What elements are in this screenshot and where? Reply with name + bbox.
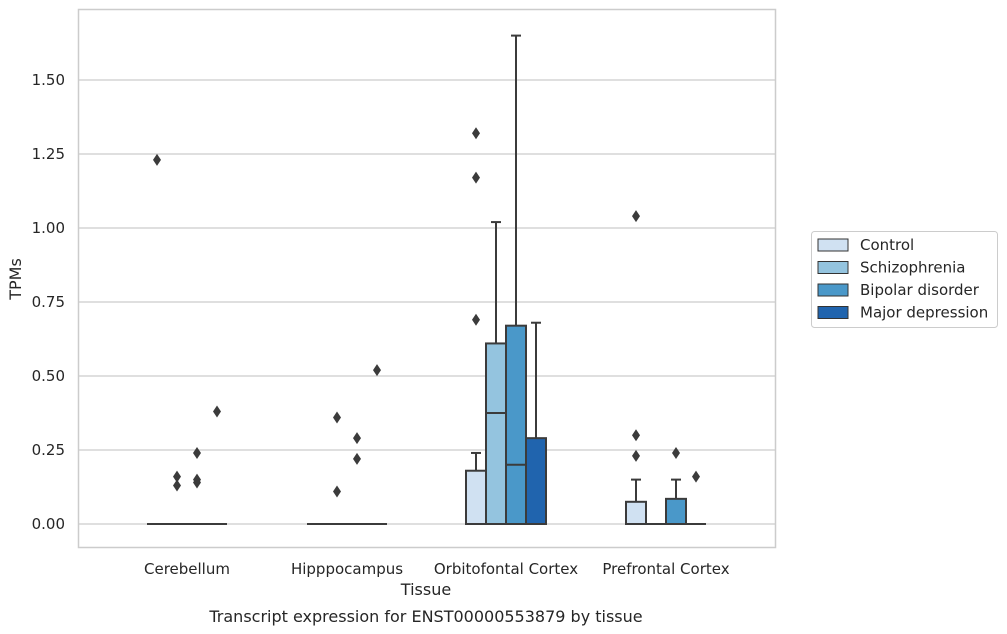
legend-label: Schizophrenia [860,259,965,277]
x-tick-label: Orbitofontal Cortex [434,560,578,578]
outlier-point [333,485,341,498]
legend-frame [811,231,998,328]
series-schizophrenia [167,221,666,525]
y-tick-label: 1.50 [32,71,65,89]
legend-swatch [817,306,849,319]
x-axis-title: Tissue [400,580,451,599]
legend-swatch [817,238,849,252]
outlier-point [692,470,700,483]
outlier-point [193,446,201,459]
outlier-point [632,429,640,442]
box-series-layer [147,34,706,525]
outlier-point [632,449,640,462]
outlier-point [173,470,181,483]
y-tick-label: 1.00 [32,219,65,237]
legend-label: Control [860,236,914,254]
box-2 [485,221,507,525]
box-1 [347,432,367,525]
grid-lines [78,79,775,525]
box-body [625,500,647,525]
outlier-point [333,411,341,424]
x-tick-label: Cerebellum [144,560,230,578]
y-tick-label: 1.25 [32,145,65,163]
y-axis-title: TPMs [6,258,25,301]
box-body [465,469,487,525]
legend-label: Major depression [860,304,988,322]
series-bipolar-disorder [187,34,687,525]
y-tick-label: 0.75 [32,293,65,311]
legend: Control Schizophrenia Bipolar disorder Majo… [811,231,998,328]
outlier-point [632,210,640,223]
outlier-point [472,171,480,184]
legend-swatch [817,261,849,274]
series-control [147,127,647,525]
box-3 [665,446,687,525]
box-body [665,497,687,525]
chart-caption: Transcript expression for ENST0000055387… [208,607,642,626]
box-2 [465,127,487,525]
y-tick-label: 0.25 [32,441,65,459]
legend-item: Bipolar disorder [817,281,980,299]
x-tick-labels: Cerebellum Hipppocampus Orbitofontal Corte… [144,560,730,578]
box-0 [167,470,187,525]
box-0 [147,153,167,525]
box-2 [525,321,547,525]
legend-item: Schizophrenia [817,259,965,277]
outlier-point [472,127,480,140]
box-3 [686,470,706,525]
box-3 [625,210,647,525]
outlier-point [173,479,181,492]
box-0 [187,446,207,525]
outlier-point [213,405,221,418]
box-1 [327,411,347,525]
series-major-depression [207,321,706,525]
plot-frame [77,8,777,549]
legend-item: Major depression [817,304,988,322]
legend-swatch [817,283,849,297]
box-1 [367,364,387,525]
x-tick-label: Prefrontal Cortex [602,560,729,578]
y-tick-label: 0.00 [32,515,65,533]
x-tick-label: Hipppocampus [291,560,403,578]
outlier-point [193,473,201,486]
y-tick-labels: 0.00 0.25 0.50 0.75 1.00 1.25 1.50 [32,71,65,533]
y-tick-label: 0.50 [32,367,65,385]
outlier-point [353,432,361,445]
box-body [505,324,527,525]
legend-item: Control [817,236,914,254]
box-body [525,437,547,525]
outlier-point [373,364,381,377]
box-0 [207,405,227,525]
outlier-point [353,452,361,465]
outlier-point [153,153,161,166]
outlier-point [672,446,680,459]
legend-label: Bipolar disorder [860,281,980,299]
box-2 [505,34,527,525]
box-body [485,342,507,525]
outlier-point [472,313,480,326]
